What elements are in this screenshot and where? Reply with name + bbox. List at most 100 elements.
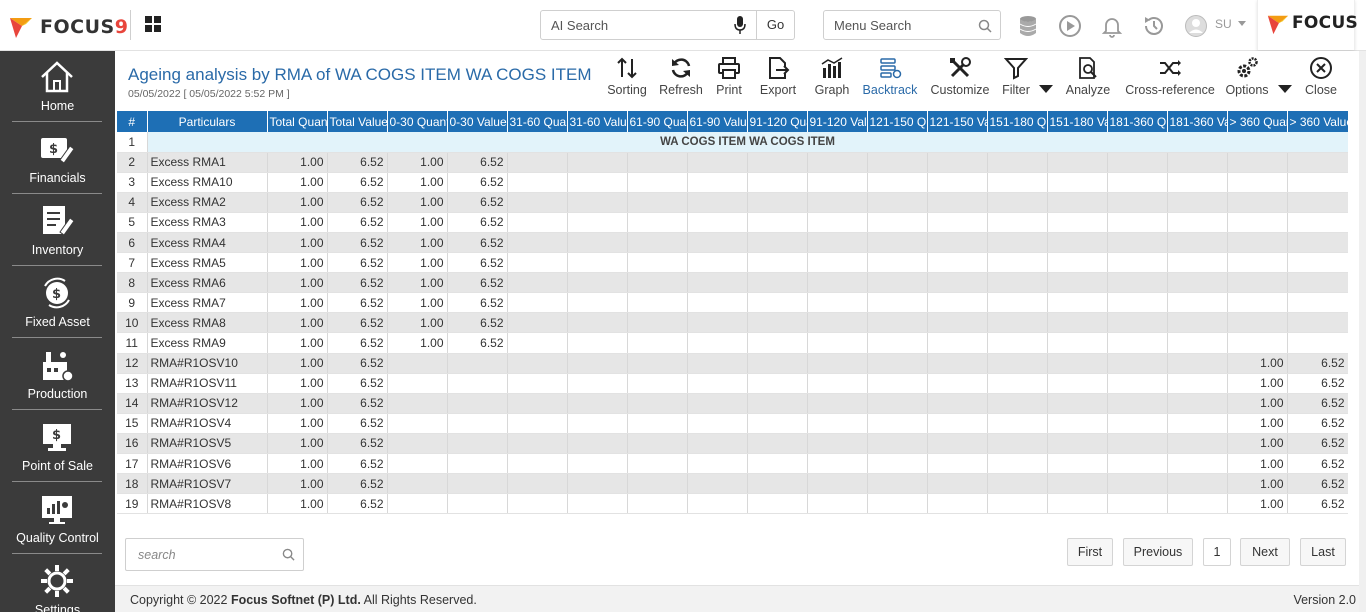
column-header[interactable]: 91-120 Value bbox=[807, 111, 868, 132]
options-dropdown-caret-icon[interactable] bbox=[1278, 85, 1292, 93]
column-header[interactable]: 151-180 Quantity bbox=[987, 111, 1048, 132]
table-row[interactable]: 18 RMA#R1OSV7 1.00 6.52 1.00 6.52 bbox=[117, 473, 1348, 495]
vertical-scrollbar[interactable] bbox=[1359, 51, 1366, 612]
sorting-button[interactable]: Sorting bbox=[603, 56, 651, 102]
user-menu-caret-icon[interactable] bbox=[1238, 21, 1246, 26]
table-row[interactable]: 10 Excess RMA8 1.00 6.52 1.00 6.52 bbox=[117, 312, 1348, 334]
table-row[interactable]: 9 Excess RMA7 1.00 6.52 1.00 6.52 bbox=[117, 292, 1348, 314]
empty-cell bbox=[627, 373, 688, 394]
sidebar-item-fixed-asset[interactable]: $ Fixed Asset bbox=[0, 267, 115, 339]
empty-cell bbox=[927, 232, 988, 254]
group-row[interactable]: 1 WA COGS ITEM WA COGS ITEM bbox=[117, 132, 1348, 153]
empty-cell bbox=[1047, 373, 1108, 394]
customize-button[interactable]: Customize bbox=[929, 56, 991, 102]
column-header[interactable]: 181-360 Quantity bbox=[1107, 111, 1168, 132]
inventory-icon bbox=[43, 206, 75, 236]
user-initials[interactable]: SU bbox=[1215, 17, 1232, 31]
table-row[interactable]: 2 Excess RMA1 1.00 6.52 1.00 6.52 bbox=[117, 152, 1348, 173]
cross-reference-button[interactable]: Cross-reference bbox=[1120, 56, 1220, 102]
empty-cell bbox=[567, 493, 628, 515]
empty-cell bbox=[987, 453, 1048, 475]
column-header[interactable]: 121-150 Quantity bbox=[867, 111, 928, 132]
database-icon[interactable] bbox=[1016, 14, 1040, 38]
table-row[interactable]: 13 RMA#R1OSV11 1.00 6.52 1.00 6.52 bbox=[117, 373, 1348, 394]
bell-icon[interactable] bbox=[1100, 14, 1124, 38]
sidebar-item-production[interactable]: Production bbox=[0, 339, 115, 411]
table-row[interactable]: 11 Excess RMA9 1.00 6.52 1.00 6.52 bbox=[117, 332, 1348, 354]
sidebar-item-financials[interactable]: $ Financials bbox=[0, 123, 115, 195]
next-page-button[interactable]: Next bbox=[1240, 538, 1290, 566]
table-row[interactable]: 14 RMA#R1OSV12 1.00 6.52 1.00 6.52 bbox=[117, 393, 1348, 414]
sidebar-item-settings[interactable]: Settings bbox=[0, 555, 115, 612]
sidebar-item-point-of-sale[interactable]: $ Point of Sale bbox=[0, 411, 115, 483]
column-header[interactable]: Total Quantity bbox=[267, 111, 328, 132]
go-button[interactable]: Go bbox=[757, 10, 795, 40]
grid-search-input[interactable]: search bbox=[125, 538, 304, 571]
ai-search-input[interactable]: AI Search bbox=[540, 10, 757, 40]
history-icon[interactable] bbox=[1142, 14, 1166, 38]
empty-cell bbox=[507, 292, 568, 314]
table-row[interactable]: 6 Excess RMA4 1.00 6.52 1.00 6.52 bbox=[117, 232, 1348, 254]
table-row[interactable]: 3 Excess RMA10 1.00 6.52 1.00 6.52 bbox=[117, 172, 1348, 193]
column-header[interactable]: 181-360 Value bbox=[1167, 111, 1228, 132]
refresh-button[interactable]: Refresh bbox=[655, 56, 707, 102]
close-button[interactable]: Close bbox=[1301, 56, 1341, 102]
filter-button[interactable]: Filter bbox=[998, 56, 1034, 102]
column-header[interactable]: 61-90 Value bbox=[687, 111, 748, 132]
analyze-button[interactable]: Analyze bbox=[1063, 56, 1113, 102]
empty-cell bbox=[867, 413, 928, 434]
column-header[interactable]: 0-30 Quantity bbox=[387, 111, 448, 132]
empty-cell bbox=[1047, 192, 1108, 213]
column-header[interactable]: 0-30 Value bbox=[447, 111, 508, 132]
sidebar-item-inventory[interactable]: Inventory bbox=[0, 195, 115, 267]
empty-cell bbox=[687, 272, 748, 294]
last-page-button[interactable]: Last bbox=[1300, 538, 1346, 566]
current-page-button[interactable]: 1 bbox=[1203, 538, 1231, 566]
empty-cell bbox=[1107, 152, 1168, 173]
column-header[interactable]: 151-180 Value bbox=[1047, 111, 1108, 132]
previous-page-button[interactable]: Previous bbox=[1123, 538, 1193, 566]
sidebar-item-home[interactable]: Home bbox=[0, 51, 115, 123]
column-header[interactable]: 121-150 Value bbox=[927, 111, 988, 132]
column-header[interactable]: # bbox=[117, 111, 148, 132]
table-row[interactable]: 4 Excess RMA2 1.00 6.52 1.00 6.52 bbox=[117, 192, 1348, 213]
empty-cell bbox=[1167, 212, 1228, 233]
table-row[interactable]: 16 RMA#R1OSV5 1.00 6.52 1.00 6.52 bbox=[117, 433, 1348, 455]
filter-icon bbox=[1004, 58, 1028, 80]
table-row[interactable]: 8 Excess RMA6 1.00 6.52 1.00 6.52 bbox=[117, 272, 1348, 294]
menu-search-input[interactable]: Menu Search bbox=[823, 10, 1001, 40]
sidebar-item-quality-control[interactable]: Quality Control bbox=[0, 483, 115, 555]
column-header[interactable]: Total Value bbox=[327, 111, 388, 132]
column-header[interactable]: 91-120 Quantity bbox=[747, 111, 808, 132]
apps-grid-icon[interactable] bbox=[145, 16, 161, 32]
column-header[interactable]: 31-60 Value bbox=[567, 111, 628, 132]
table-row[interactable]: 5 Excess RMA3 1.00 6.52 1.00 6.52 bbox=[117, 212, 1348, 233]
user-avatar-icon[interactable] bbox=[1184, 14, 1208, 38]
play-icon[interactable] bbox=[1058, 14, 1082, 38]
column-header[interactable]: 31-60 Quantity bbox=[507, 111, 568, 132]
column-header[interactable]: 61-90 Quantity bbox=[627, 111, 688, 132]
empty-cell bbox=[1047, 172, 1108, 193]
print-button[interactable]: Print bbox=[711, 56, 747, 102]
table-row[interactable]: 19 RMA#R1OSV8 1.00 6.52 1.00 6.52 bbox=[117, 493, 1348, 515]
column-header[interactable]: > 360 Quantity bbox=[1227, 111, 1288, 132]
rights-text: All Rights Reserved. bbox=[363, 593, 477, 607]
options-button[interactable]: Options bbox=[1223, 56, 1271, 102]
column-header[interactable]: > 360 Value bbox=[1287, 111, 1348, 132]
focus9-logo[interactable]: FOCUS9 bbox=[8, 11, 128, 43]
table-row[interactable]: 7 Excess RMA5 1.00 6.52 1.00 6.52 bbox=[117, 252, 1348, 274]
backtrack-button[interactable]: Backtrack bbox=[860, 56, 920, 102]
column-header[interactable]: Particulars bbox=[147, 111, 268, 132]
search-icon[interactable] bbox=[978, 19, 992, 33]
graph-button[interactable]: Graph bbox=[810, 56, 854, 102]
microphone-icon[interactable] bbox=[734, 16, 746, 34]
table-row[interactable]: 17 RMA#R1OSV6 1.00 6.52 1.00 6.52 bbox=[117, 453, 1348, 475]
first-page-button[interactable]: First bbox=[1067, 538, 1113, 566]
filter-dropdown-caret-icon[interactable] bbox=[1039, 85, 1053, 93]
export-button[interactable]: Export bbox=[756, 56, 800, 102]
search-icon[interactable] bbox=[282, 548, 295, 561]
table-row[interactable]: 15 RMA#R1OSV4 1.00 6.52 1.00 6.52 bbox=[117, 413, 1348, 434]
table-row[interactable]: 12 RMA#R1OSV10 1.00 6.52 1.00 6.52 bbox=[117, 353, 1348, 374]
